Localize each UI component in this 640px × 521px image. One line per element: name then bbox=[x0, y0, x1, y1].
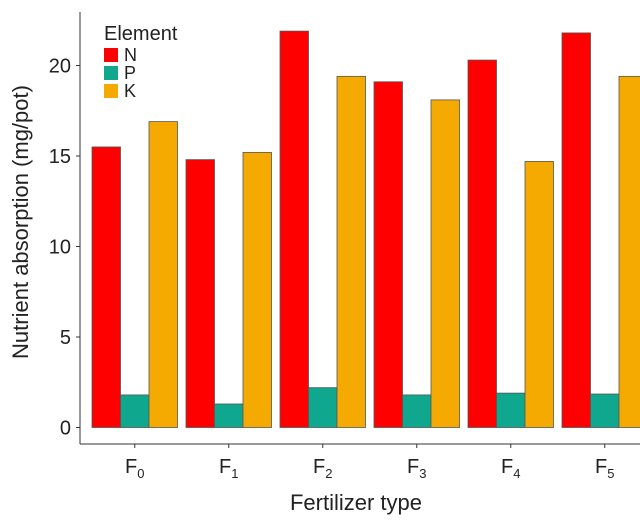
y-tick-label: 0 bbox=[60, 418, 71, 440]
bar-P-F0 bbox=[120, 394, 150, 428]
bar-K-F1 bbox=[242, 151, 272, 428]
legend-label-P: P bbox=[124, 63, 136, 83]
bar-K-F5 bbox=[618, 75, 640, 428]
bar-P-F5 bbox=[590, 393, 620, 428]
bar-N-F1 bbox=[185, 159, 215, 428]
y-axis-label: Nutrient absorption (mg/pot) bbox=[8, 85, 33, 359]
bar-N-F5 bbox=[561, 32, 591, 428]
y-axis: 0 5 10 15 20 bbox=[49, 56, 80, 440]
legend-swatch-N bbox=[104, 48, 118, 62]
bar-N-F4 bbox=[467, 59, 497, 428]
legend-title: Element bbox=[104, 23, 178, 45]
legend-label-K: K bbox=[124, 81, 136, 101]
bar-P-F1 bbox=[214, 403, 244, 428]
x-axis-label: Fertilizer type bbox=[290, 490, 422, 515]
x-tick-label: F2 bbox=[313, 456, 332, 481]
bar-P-F4 bbox=[496, 392, 526, 428]
y-tick-label: 20 bbox=[49, 56, 71, 78]
x-tick-label: F4 bbox=[501, 456, 520, 481]
bar-N-F2 bbox=[279, 30, 309, 428]
x-tick-label: F1 bbox=[219, 456, 238, 481]
bar-N-F3 bbox=[373, 81, 403, 428]
legend-label-N: N bbox=[124, 45, 137, 65]
bar-N-F0 bbox=[91, 146, 121, 428]
bars-layer bbox=[91, 30, 640, 428]
bar-K-F0 bbox=[148, 121, 178, 428]
y-tick-label: 10 bbox=[49, 237, 71, 259]
bar-K-F3 bbox=[430, 99, 460, 428]
axis-lines bbox=[79, 12, 640, 445]
legend: Element NPK bbox=[104, 23, 178, 101]
bar-P-F3 bbox=[402, 394, 432, 428]
bar-P-F2 bbox=[308, 387, 338, 428]
legend-swatch-K bbox=[104, 84, 118, 98]
y-tick-label: 15 bbox=[49, 146, 71, 168]
x-tick-label: F3 bbox=[407, 456, 426, 481]
y-tick-label: 5 bbox=[60, 327, 71, 349]
x-tick-label: F5 bbox=[595, 456, 614, 481]
bar-K-F2 bbox=[336, 75, 366, 428]
x-tick-label: F0 bbox=[125, 456, 144, 481]
legend-swatch-P bbox=[104, 66, 118, 80]
bar-K-F4 bbox=[524, 161, 554, 428]
x-axis: F0 F1 F2 F3 F4 F5 bbox=[125, 444, 614, 481]
